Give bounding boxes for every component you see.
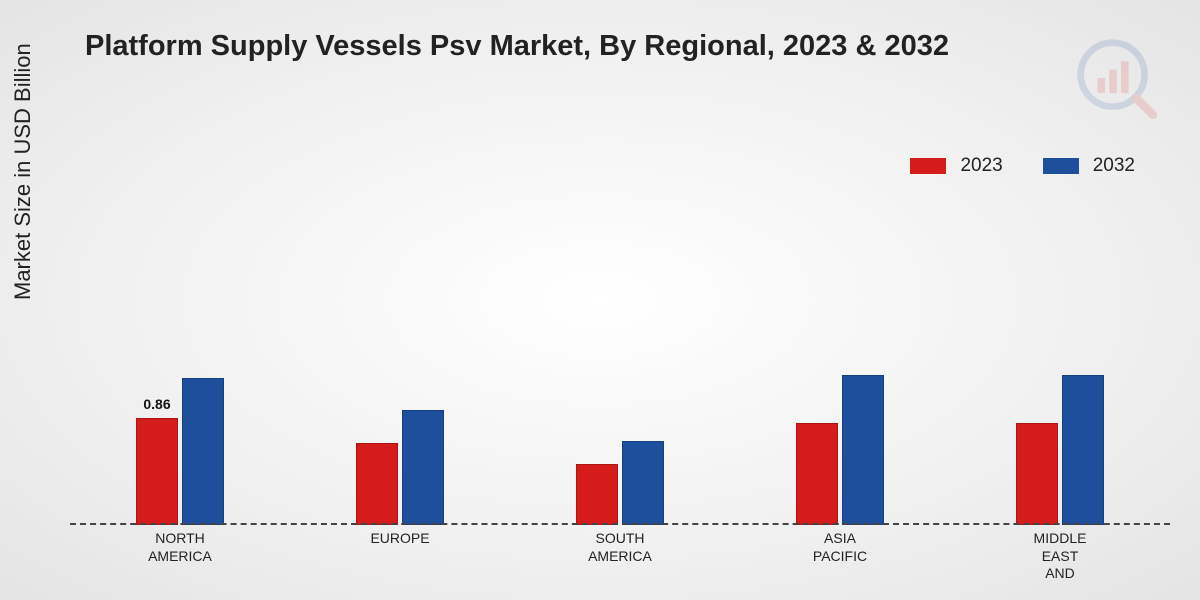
x-axis-label: SOUTH AMERICA [560, 530, 680, 583]
bar [356, 443, 398, 526]
bar [182, 378, 224, 526]
chart-plot-area: 0.86 [70, 85, 1170, 525]
bar [842, 375, 884, 525]
bar-group [796, 375, 884, 525]
x-axis-label: EUROPE [340, 530, 460, 583]
bar-group [576, 441, 664, 525]
bar [1062, 375, 1104, 525]
bar [796, 423, 838, 526]
chart-title: Platform Supply Vessels Psv Market, By R… [85, 30, 949, 63]
bar [402, 410, 444, 525]
bar [136, 418, 178, 526]
bar-group [356, 410, 444, 525]
x-axis-baseline [70, 523, 1170, 525]
bar-group: 0.86 [136, 378, 224, 526]
x-axis-label: NORTH AMERICA [120, 530, 240, 583]
y-axis-label: Market Size in USD Billion [10, 43, 36, 300]
x-axis-label: ASIA PACIFIC [780, 530, 900, 583]
bar-group [1016, 375, 1104, 525]
bar [622, 441, 664, 525]
bar-value-label: 0.86 [136, 396, 178, 412]
bar [576, 464, 618, 525]
bar-groups: 0.86 [70, 85, 1170, 525]
x-axis-labels: NORTH AMERICA EUROPE SOUTH AMERICA ASIA PAC… [70, 530, 1170, 583]
x-axis-label: MIDDLE EAST AND [1000, 530, 1120, 583]
bar [1016, 423, 1058, 526]
